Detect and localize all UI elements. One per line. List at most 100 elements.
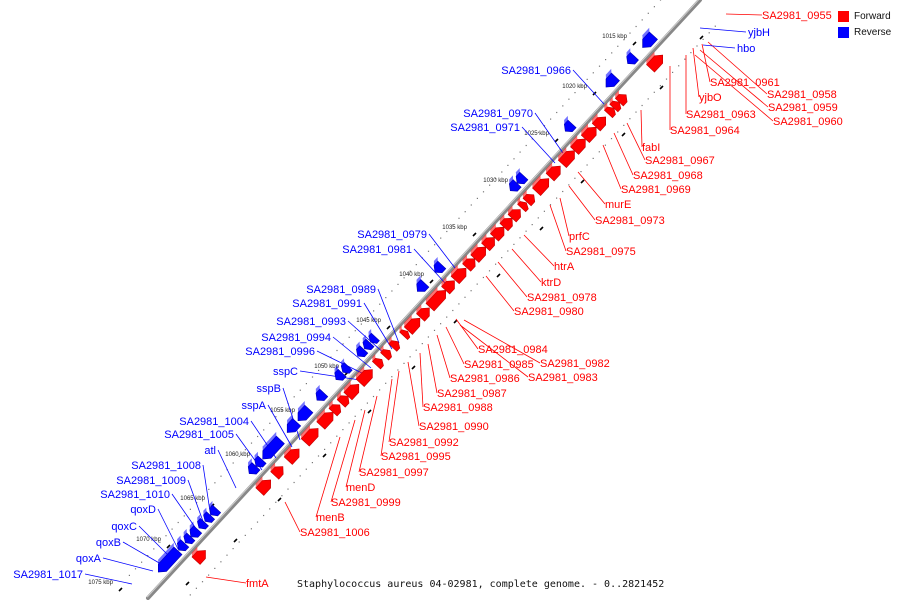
forward-gene-feature [255,479,272,496]
reverse-track-dot [513,243,515,245]
forward-track-dot [556,111,558,114]
reverse-track-dot [360,409,362,411]
scale-tick-label: 1015 kbp [602,34,627,40]
reverse-track-dot [592,157,594,159]
reverse-gene-feature [183,532,196,545]
scale-tick-label: 1055 kbp [270,408,295,414]
reverse-track-dot [281,495,283,497]
forward-gene-feature [371,357,384,370]
gene-feature-top-face [334,365,339,373]
gene-feature-top-face [343,380,351,393]
forward-track-dot [513,158,515,160]
gene-label-sa2981-0980: SA2981_0980 [514,306,584,318]
reverse-track-dot [507,250,509,252]
reverse-leader-line [282,387,301,441]
reverse-leader-line [534,112,564,154]
forward-track-dot [342,343,344,345]
forward-leader-line [445,326,465,365]
reverse-track-dot [421,343,423,345]
gene-label-sa2981-0987: SA2981_0987 [437,388,507,400]
forward-leader-line [407,361,420,427]
gene-label-mend: menD [346,482,375,494]
gene-feature-top-face [183,528,187,537]
forward-track-dot [281,409,283,411]
reverse-track-dot [317,455,320,457]
genome-backbone [146,0,702,600]
reverse-track-dot [330,442,332,444]
gene-label-fabi: fabI [642,142,660,154]
scale-tick-dash [118,587,123,592]
forward-leader-line [497,261,528,298]
reverse-track-dot [684,58,686,60]
gene-label-menb: menB [316,512,345,524]
scale-tick-dash [166,544,171,549]
forward-leader-line [380,378,393,457]
forward-track-dot [409,270,411,272]
reverse-track-dot [232,548,234,550]
forward-track-dot [507,164,509,166]
reverse-leader-line [413,248,446,284]
scale-tick-dash [539,226,544,231]
backbone-highlight [146,0,700,598]
reverse-track-dot [568,184,570,186]
forward-leader-line [455,318,479,350]
gene-feature-top-face [646,51,655,65]
gene-feature-top-face [203,507,207,515]
gene-label-sa2981-1006: SA2981_1006 [300,527,370,539]
forward-track-dot [330,356,332,358]
reverse-track-dot [214,567,216,569]
gene-label-sa2981-0973: SA2981_0973 [595,215,665,227]
reverse-track-dot [519,237,521,239]
reverse-track-dot [452,309,454,312]
forward-track-dot [366,316,369,319]
forward-track-dot [269,422,271,424]
forward-leader-line [419,352,424,408]
forward-leader-line [284,501,301,533]
forward-track-dot [208,488,210,490]
gene-label-hbo: hbo [737,43,755,55]
reverse-track-dot [195,587,197,589]
gene-feature-top-face [197,514,201,522]
forward-track-dot [141,561,143,563]
legend-item-forward: Forward [838,8,891,24]
forward-leader-line [436,334,451,379]
forward-leader-line [692,47,700,98]
gene-feature-top-face [177,535,181,544]
scale-tick-dash [699,35,704,40]
forward-gene-feature [545,165,561,182]
gene-feature-top-face [507,205,513,215]
forward-track-dot [495,178,497,180]
forward-track-dot [318,369,320,371]
forward-track-dot [440,237,442,239]
reverse-track-dot [635,111,637,113]
forward-track-dot [360,323,362,325]
reverse-track-dot [342,429,344,431]
forward-track-dot [434,244,436,246]
gene-label-qoxc: qoxC [111,521,137,533]
gene-feature-top-face [581,123,589,136]
reverse-track-dot [354,415,356,417]
forward-gene-feature [441,280,455,295]
reverse-track-dot [647,98,649,100]
gene-label-sa2981-0970: SA2981_0970 [463,108,533,120]
forward-leader-line [358,395,378,473]
gene-label-sa2981-0990: SA2981_0990 [419,421,489,433]
forward-gene-feature [532,178,550,197]
forward-gene-feature [557,150,575,169]
gene-label-sa2981-0967: SA2981_0967 [645,155,715,167]
reverse-gene-feature [247,462,261,475]
scale-tick-label: 1035 kbp [442,225,467,231]
gene-label-sa2981-0984: SA2981_0984 [478,344,548,356]
forward-track-dot [373,310,375,312]
legend: Forward Reverse [838,8,891,40]
reverse-track-dot [464,296,466,298]
scale-tick-label: 1065 kbp [180,496,205,502]
forward-gene-feature [380,349,392,361]
forward-track-dot [177,521,179,524]
gene-label-sa2981-0985: SA2981_0985 [464,359,534,371]
gene-label-prfc: prfC [569,231,590,243]
forward-leader-line [613,132,634,176]
gene-label-sa2981-0988: SA2981_0988 [423,402,493,414]
gene-label-sa2981-0982: SA2981_0982 [540,358,610,370]
reverse-leader-line [267,404,293,448]
